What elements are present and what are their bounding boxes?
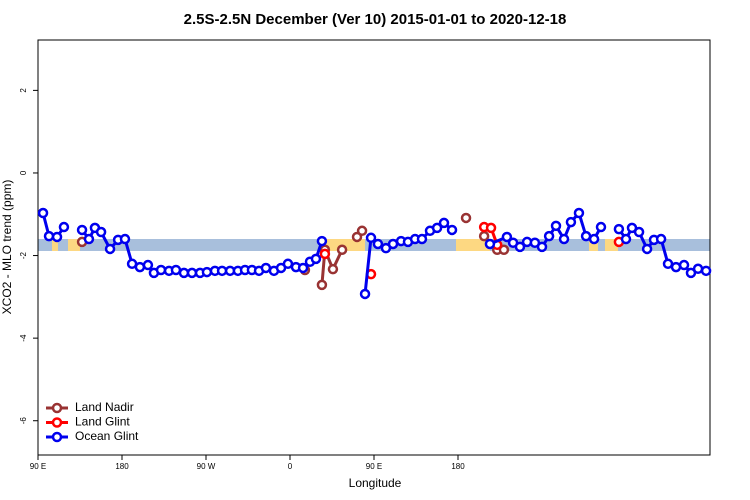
legend-marker: [51, 402, 63, 414]
data-point: [372, 238, 384, 250]
data-point: [633, 226, 645, 238]
x-tick-label: 0: [288, 462, 293, 471]
data-point: [310, 253, 322, 265]
data-point: [431, 222, 443, 234]
data-point: [356, 225, 368, 237]
data-point: [119, 233, 131, 245]
data-point: [416, 233, 428, 245]
data-point: [655, 233, 667, 245]
legend-label: Land Nadir: [75, 400, 134, 414]
y-tick-label: -6: [19, 417, 28, 425]
data-point: [76, 224, 88, 236]
land-band: [52, 239, 58, 251]
data-point: [565, 216, 577, 228]
data-point: [641, 243, 653, 255]
data-point: [336, 244, 348, 256]
data-point: [558, 233, 570, 245]
data-point: [365, 232, 377, 244]
data-point: [573, 207, 585, 219]
data-point: [613, 223, 625, 235]
data-point: [142, 259, 154, 271]
data-point: [550, 220, 562, 232]
data-point: [43, 230, 55, 242]
data-point: [134, 261, 146, 273]
data-point: [58, 221, 70, 233]
data-point: [478, 230, 490, 242]
x-tick-label: 180: [451, 462, 465, 471]
data-point: [83, 233, 95, 245]
chart-title: 2.5S-2.5N December (Ver 10) 2015-01-01 t…: [184, 11, 567, 28]
x-tick-label: 180: [115, 462, 129, 471]
data-point: [460, 212, 472, 224]
data-point: [700, 265, 712, 277]
legend-label: Land Glint: [75, 415, 130, 429]
legend-marker: [51, 431, 63, 443]
x-tick-label: 90 E: [30, 462, 46, 471]
data-point: [95, 226, 107, 238]
data-point: [359, 288, 371, 300]
data-point: [282, 258, 294, 270]
legend-label: Ocean Glint: [75, 429, 139, 443]
data-point: [316, 235, 328, 247]
data-point: [327, 263, 339, 275]
y-tick-label: -4: [19, 334, 28, 342]
land-band: [456, 239, 490, 251]
x-tick-label: 90 W: [197, 462, 216, 471]
data-point: [37, 207, 49, 219]
series-line: [41, 210, 707, 295]
y-axis-label: XCO2 - MLO trend (ppm): [0, 180, 14, 315]
data-point: [543, 230, 555, 242]
data-point: [514, 241, 526, 253]
data-point: [155, 264, 167, 276]
data-point: [536, 241, 548, 253]
data-point: [201, 266, 213, 278]
data-point: [595, 221, 607, 233]
data-point: [319, 248, 331, 260]
data-point: [316, 279, 328, 291]
data-point: [438, 217, 450, 229]
y-tick-label: 2: [19, 88, 28, 93]
data-point: [51, 231, 63, 243]
x-axis-label: Longitude: [349, 476, 402, 490]
data-point: [446, 224, 458, 236]
data-point: [678, 259, 690, 271]
data-point: [662, 258, 674, 270]
data-point: [501, 231, 513, 243]
y-tick-label: -2: [19, 251, 28, 259]
data-point: [104, 243, 116, 255]
data-point: [498, 244, 510, 256]
data-point: [620, 233, 632, 245]
data-point: [484, 238, 496, 250]
data-point: [588, 233, 600, 245]
land-band: [589, 239, 598, 251]
data-point: [485, 222, 497, 234]
y-tick-label: 0: [19, 170, 28, 175]
data-point: [670, 261, 682, 273]
data-point: [297, 262, 309, 274]
legend-marker: [51, 417, 63, 428]
data-point: [692, 263, 704, 275]
x-tick-label: 90 E: [366, 462, 382, 471]
